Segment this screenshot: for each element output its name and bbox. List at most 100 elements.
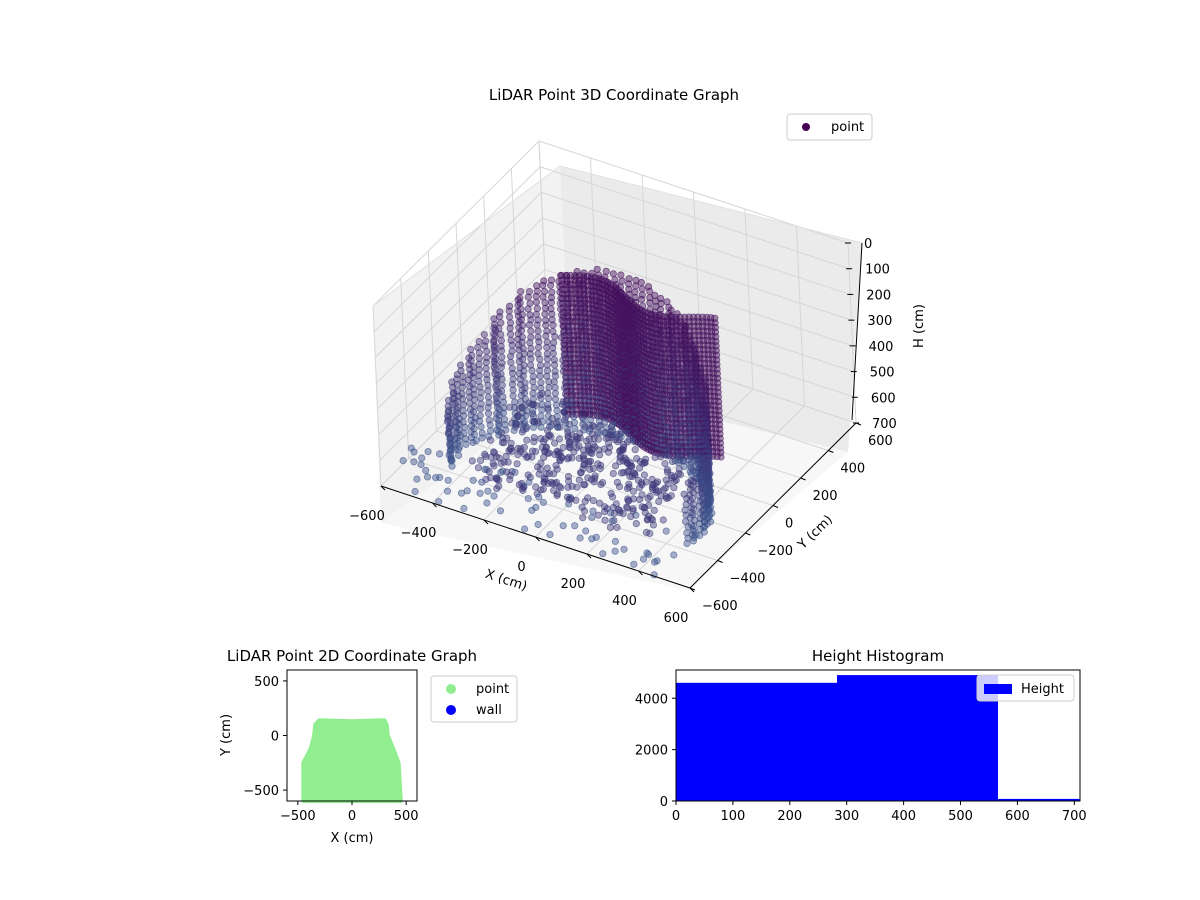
point-3d xyxy=(469,476,477,484)
point-3d xyxy=(620,545,628,553)
y-tick-label-2d: 0 xyxy=(271,730,279,745)
point-3d xyxy=(609,469,617,478)
point-3d xyxy=(506,352,515,360)
point-3d xyxy=(484,387,492,395)
x-tick-label-2d: 0 xyxy=(348,809,356,824)
point-3d xyxy=(625,285,633,293)
point-3d xyxy=(651,453,659,461)
point-3d xyxy=(484,487,492,495)
legend-3d-label: point xyxy=(831,120,864,135)
point-3d xyxy=(659,516,667,524)
point-3d xyxy=(655,497,663,505)
point-3d xyxy=(638,285,646,293)
point-3d xyxy=(617,469,626,477)
point-3d xyxy=(630,560,638,568)
point-3d xyxy=(467,345,475,353)
point-3d xyxy=(600,508,609,516)
point-3d xyxy=(476,394,484,402)
point-3d xyxy=(662,494,671,502)
point-3d xyxy=(462,440,470,448)
point-3d xyxy=(399,456,407,465)
point-3d xyxy=(527,327,535,335)
y-axis-label-2d: Y (cm) xyxy=(219,714,234,757)
histogram-x-tick-label: 500 xyxy=(948,809,973,824)
point-3d xyxy=(487,453,495,461)
point-3d xyxy=(553,406,561,415)
point-3d xyxy=(717,453,725,461)
point-3d xyxy=(646,294,654,302)
point-3d xyxy=(639,555,648,563)
point-3d xyxy=(588,449,596,458)
point-3d xyxy=(505,307,513,315)
point-3d xyxy=(486,421,494,429)
point-3d xyxy=(443,487,452,495)
point-3d xyxy=(533,304,542,313)
point-3d xyxy=(546,281,555,289)
point-3d xyxy=(490,315,498,323)
point-3d xyxy=(611,462,620,470)
point-3d xyxy=(619,509,627,518)
x-tick-label-3d: −400 xyxy=(401,526,437,541)
x-tick-label-3d: −600 xyxy=(349,509,385,524)
point-3d xyxy=(611,547,619,555)
point-3d xyxy=(506,330,515,338)
point-3d xyxy=(507,358,515,367)
point-3d xyxy=(515,346,523,354)
point-3d xyxy=(644,494,652,502)
y-tick-label-3d: −200 xyxy=(757,544,793,559)
point-3d xyxy=(646,299,654,307)
chart-3d-title: LiDAR Point 3D Coordinate Graph xyxy=(489,86,739,104)
y-axis-label-3d: Y (cm) xyxy=(795,512,836,553)
point-3d xyxy=(475,377,483,385)
point-3d xyxy=(537,394,545,402)
point-3d xyxy=(624,497,632,505)
histogram-x-tick-label: 700 xyxy=(1062,809,1087,824)
point-3d xyxy=(509,392,517,400)
point-3d xyxy=(454,451,463,459)
point-3d xyxy=(571,522,579,530)
pane-edges xyxy=(372,165,863,307)
point-3d xyxy=(517,287,525,296)
point-3d xyxy=(460,504,468,513)
point-3d xyxy=(537,423,545,431)
point-3d xyxy=(541,304,550,312)
point-3d xyxy=(534,343,543,351)
point-3d xyxy=(625,275,633,283)
chart-histogram: Height Histogram 0 100 200 300 400 500 600 700 0… xyxy=(635,647,1087,824)
point-3d xyxy=(593,265,601,273)
point-3d xyxy=(423,473,432,481)
point-3d xyxy=(475,366,483,374)
z-tick-label-3d: 700 xyxy=(872,417,897,432)
point-3d xyxy=(545,383,553,391)
point-3d xyxy=(418,454,426,462)
grid-line-z xyxy=(372,140,849,307)
point-3d xyxy=(597,480,605,489)
point-3d xyxy=(548,480,557,488)
point-3d xyxy=(547,433,555,441)
y-tick-label-3d: −600 xyxy=(702,599,738,614)
point-3d xyxy=(477,423,485,431)
point-3d xyxy=(602,267,610,275)
point-3d xyxy=(662,527,670,535)
points-2d-cloud xyxy=(301,718,403,803)
histogram-bar xyxy=(676,682,837,801)
point-3d xyxy=(548,288,556,296)
point-3d xyxy=(542,316,550,324)
point-3d xyxy=(535,493,543,501)
legend-3d-marker xyxy=(802,123,810,131)
z-tick-label-3d: 100 xyxy=(865,263,890,278)
point-3d xyxy=(615,482,624,491)
point-3d xyxy=(570,448,578,456)
point-3d xyxy=(540,287,549,296)
point-3d xyxy=(551,372,559,380)
point-3d xyxy=(551,389,560,397)
histogram-title: Height Histogram xyxy=(812,647,944,665)
point-3d xyxy=(523,436,531,444)
point-3d xyxy=(649,521,658,529)
point-3d xyxy=(569,413,578,421)
point-3d xyxy=(550,361,559,369)
point-3d xyxy=(572,496,580,504)
point-3d xyxy=(410,448,418,456)
